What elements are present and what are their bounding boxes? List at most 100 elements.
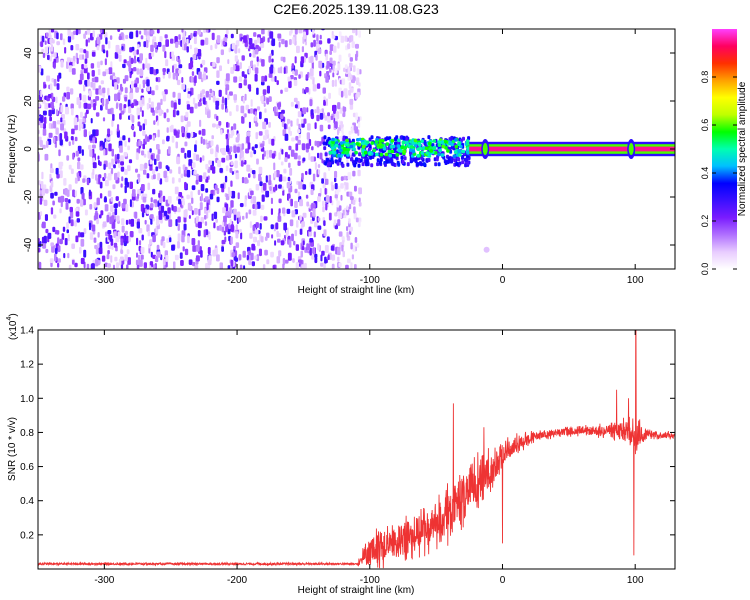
spectrogram-cell <box>292 70 295 75</box>
spectrogram-cell <box>202 73 207 81</box>
spectrogram-cell <box>411 141 415 145</box>
spectrogram-cell <box>181 234 185 243</box>
spectrogram-cell <box>103 172 107 179</box>
snr-ytick-label: 0.6 <box>20 462 34 473</box>
spectrogram-cell <box>111 245 114 250</box>
spectrogram-cell <box>219 65 222 72</box>
spectrogram-cell <box>117 159 120 164</box>
spectrogram-cell <box>114 154 117 162</box>
spectrogram-cell <box>131 46 135 51</box>
spectrogram-cell <box>365 159 369 164</box>
carrier-band-inner <box>469 146 675 152</box>
spectrogram-cell <box>170 38 174 44</box>
spectrogram-cell <box>129 231 134 238</box>
spectrogram-cell <box>428 141 432 146</box>
spectrogram-cell <box>109 35 113 40</box>
spectrogram-cell <box>328 68 332 73</box>
spectrogram-cell <box>338 211 342 219</box>
spectrogram-cell <box>281 186 284 191</box>
spectrogram-cell <box>83 103 86 108</box>
spectrogram-cell <box>231 190 236 199</box>
spectrogram-cell <box>324 161 328 166</box>
spectrogram-cell <box>91 77 96 82</box>
spectrogram-cell <box>107 190 112 197</box>
snr-ytick-label: 0.4 <box>20 496 34 507</box>
spectrogram-cell <box>249 151 253 158</box>
spectrogram-cell <box>221 226 225 233</box>
spectrogram-cell <box>281 109 285 114</box>
spectrogram-cell <box>128 236 131 243</box>
spectrogram-cell <box>218 121 222 126</box>
spectrogram-cell <box>95 96 100 101</box>
spectrogram-cell <box>340 176 344 181</box>
spectrogram-cell <box>140 35 144 40</box>
spectrogram-cell <box>417 142 422 146</box>
spectrogram-cell <box>168 71 171 79</box>
spectrogram-cell <box>287 252 292 261</box>
spectrogram-cell <box>435 157 439 162</box>
spectrogram-cell <box>103 163 106 170</box>
spectrogram-cell <box>315 54 318 61</box>
spectrogram-cell <box>100 80 104 85</box>
spectrogram-cell <box>352 199 356 206</box>
spectrogram-cell <box>280 161 284 166</box>
spectrogram-cell <box>454 144 459 149</box>
spectrogram-cell <box>148 134 152 140</box>
spectrogram-cell <box>331 137 335 142</box>
spectrogram-cell <box>190 32 193 39</box>
spectrogram-cell <box>123 59 127 64</box>
spectrogram-cell <box>146 39 149 48</box>
spectrogram-cell <box>217 160 221 168</box>
spectrogram-cell <box>357 163 361 168</box>
spectrogram-cell <box>152 234 156 243</box>
spectrogram-cell <box>174 254 179 261</box>
spectrogram-cell <box>168 219 173 227</box>
spectrogram-cell <box>80 123 83 129</box>
spectrogram-cell <box>60 123 64 131</box>
spectrogram-cell <box>395 153 400 157</box>
spectrogram-cell <box>121 218 125 226</box>
spectrogram-cell <box>177 241 180 249</box>
spectrogram-cell <box>302 212 307 218</box>
spectrogram-cell <box>329 50 332 55</box>
spectrogram-cell <box>251 170 256 175</box>
spectrogram-cell <box>84 209 88 216</box>
spectrogram-cell <box>306 132 310 140</box>
spectrogram-cell <box>60 117 63 123</box>
spectrogram-cell <box>278 152 281 160</box>
spectrogram-cell <box>220 129 223 135</box>
spectrogram-cell <box>413 138 418 143</box>
spectrogram-cell <box>334 79 337 87</box>
spectrogram-cell <box>358 82 361 87</box>
spectrogram-cell <box>268 138 272 145</box>
spectrogram-cell <box>178 98 181 105</box>
spectrogram-cell <box>72 189 75 197</box>
spectrogram-cell <box>238 48 241 54</box>
spectrogram-cell <box>111 221 116 229</box>
spectrogram-cell <box>44 153 49 161</box>
spectrogram-cell <box>194 264 199 269</box>
spectrogram-cell <box>230 224 234 232</box>
spectrogram-cell <box>140 247 145 254</box>
spectrogram-cell <box>324 256 327 264</box>
spectrogram-cell <box>324 245 329 253</box>
spectrogram-cell <box>53 58 57 63</box>
spectrogram-cell <box>325 195 330 203</box>
spectrogram-cell <box>255 222 259 229</box>
spectrogram-cell <box>141 110 144 117</box>
spectrogram-cell <box>55 127 59 135</box>
spectrogram-xlabel: Height of straight line (km) <box>298 285 415 296</box>
spectrogram-cell <box>90 63 95 69</box>
spectrogram-cell <box>244 93 247 101</box>
spectrogram-cell <box>157 41 162 47</box>
spectrogram-cell <box>330 245 335 251</box>
spectrogram-cell <box>234 257 238 262</box>
spectrogram-cell <box>271 38 276 47</box>
spectrogram-cell <box>290 101 294 107</box>
spectrogram-cell <box>227 265 231 269</box>
spectrogram-cell <box>175 41 179 48</box>
spectrogram-cell <box>129 181 133 189</box>
spectrogram-cell <box>49 258 54 263</box>
spectrogram-cell <box>138 100 141 106</box>
spectrogram-cell <box>331 140 335 144</box>
